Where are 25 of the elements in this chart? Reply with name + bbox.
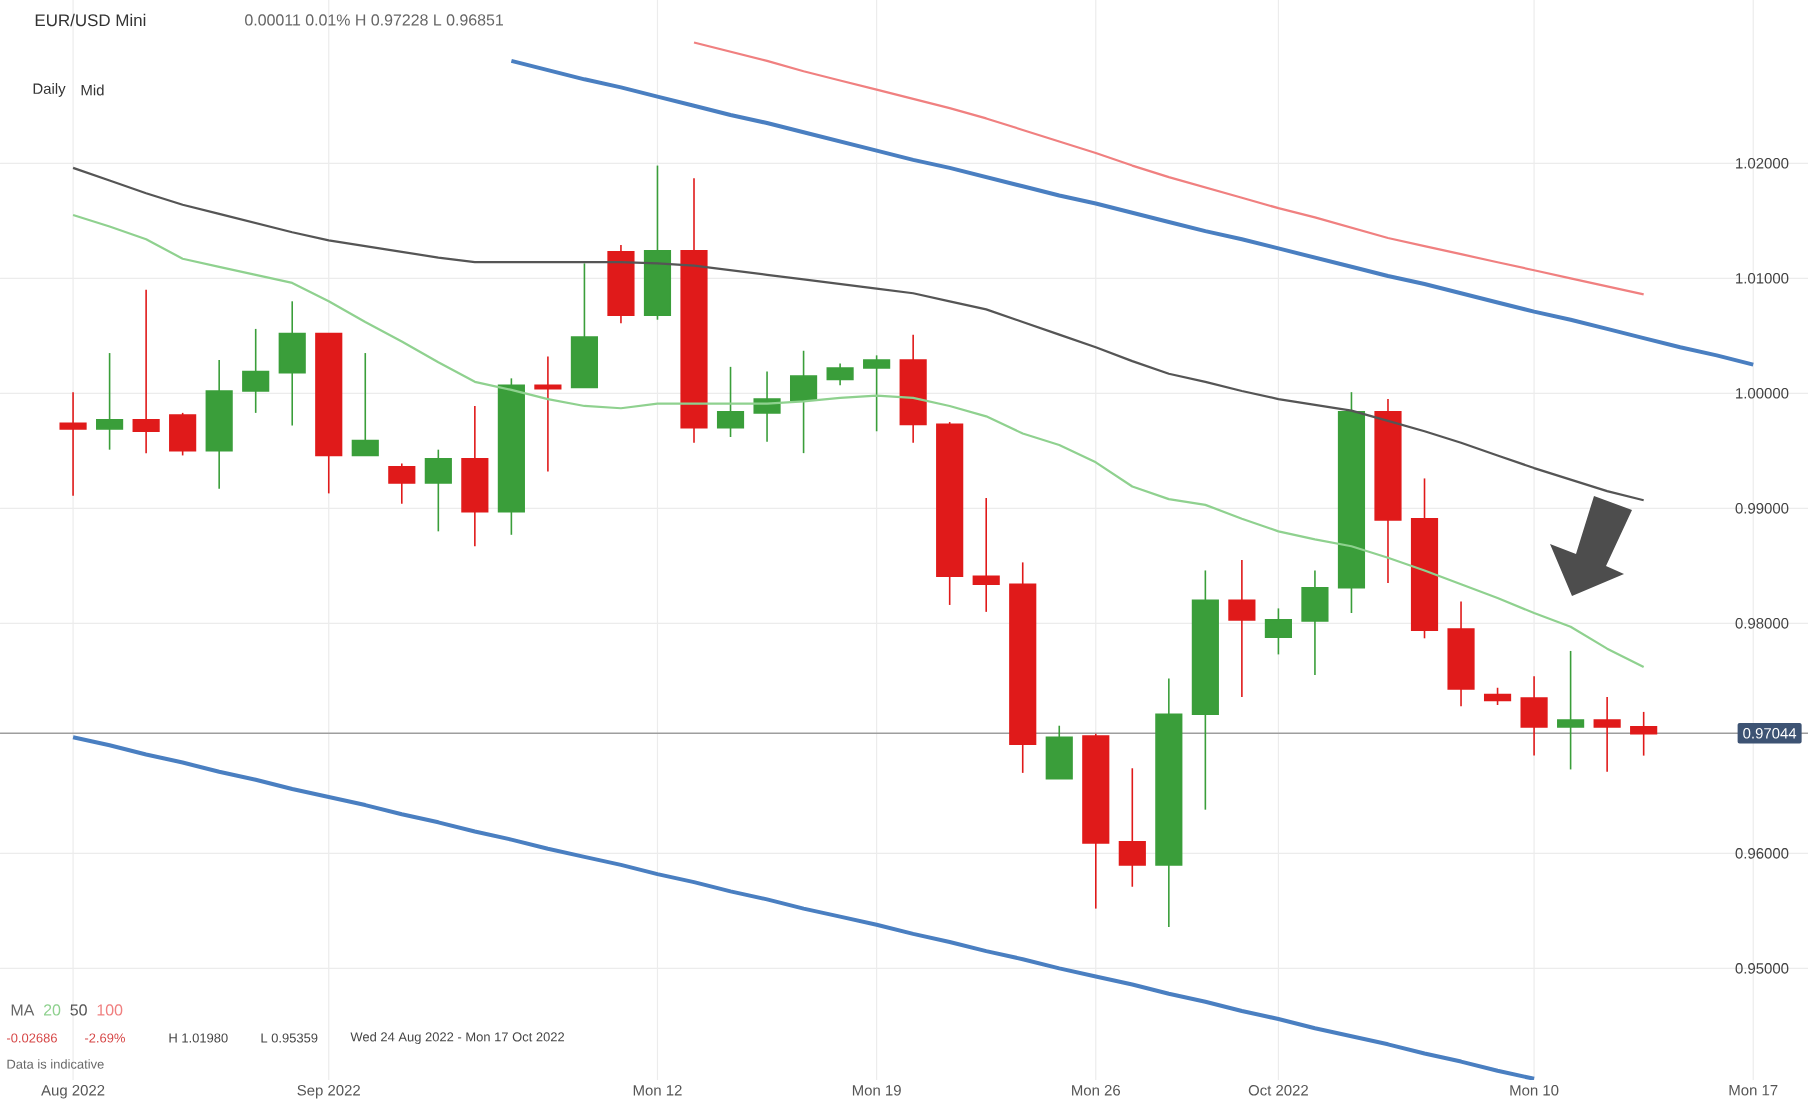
candlestick xyxy=(826,362,854,387)
candlestick xyxy=(242,328,270,414)
candlestick xyxy=(1593,696,1621,773)
candlestick xyxy=(96,352,124,451)
text: EUR/USD Mini xyxy=(35,13,146,27)
candlestick xyxy=(534,355,562,473)
candlestick xyxy=(716,366,745,438)
candlestick xyxy=(351,352,379,457)
candlestick xyxy=(1520,675,1548,757)
candlestick xyxy=(388,462,416,505)
candlestick xyxy=(132,289,160,454)
candlestick xyxy=(863,354,891,433)
candlestick xyxy=(1228,559,1256,698)
candlestick xyxy=(424,448,452,533)
candlestick xyxy=(1630,711,1658,757)
candlestick xyxy=(789,349,818,454)
candlestick xyxy=(278,300,306,427)
candlestick xyxy=(1045,724,1073,780)
candlestick xyxy=(972,497,1000,613)
candlestick xyxy=(59,391,87,497)
candlestick xyxy=(1118,767,1146,888)
candlestick xyxy=(1557,650,1585,771)
candlestick xyxy=(1264,607,1292,656)
candlestick xyxy=(169,412,197,457)
candlestick xyxy=(1301,569,1329,676)
